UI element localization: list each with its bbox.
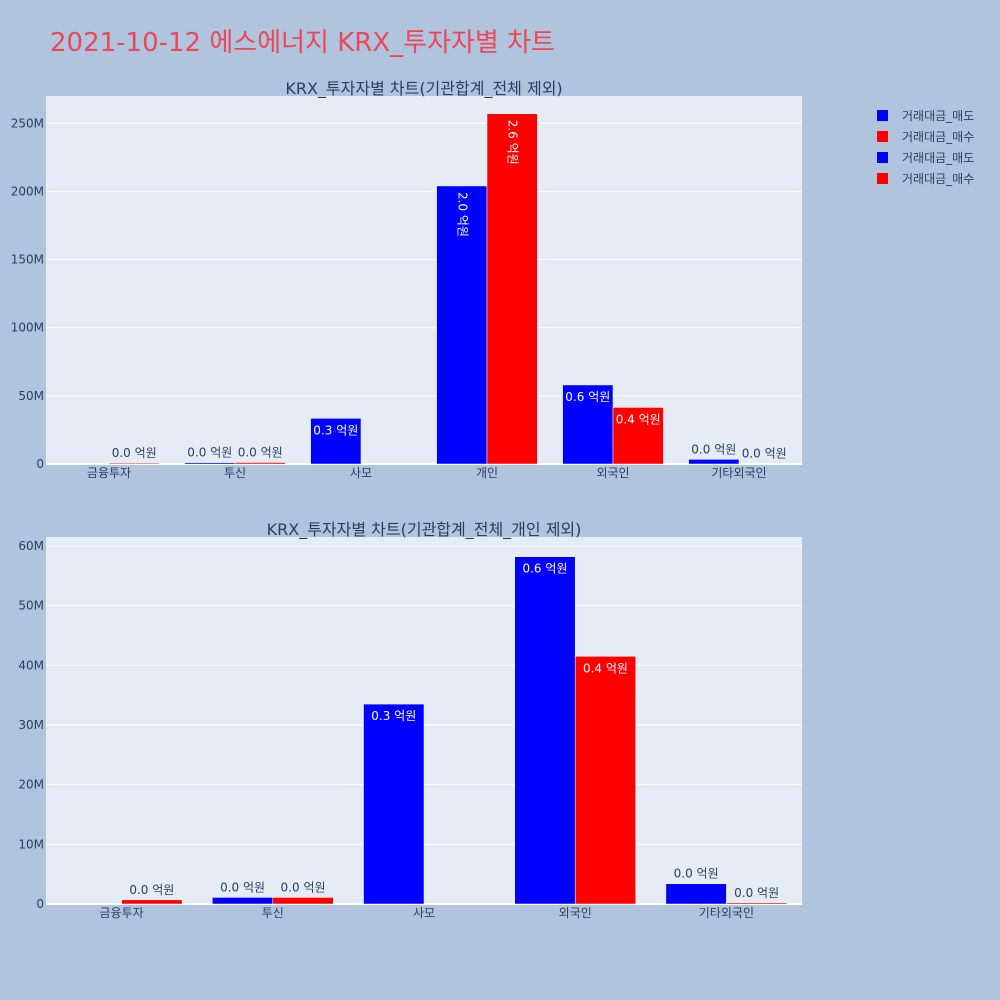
legend-swatch[interactable]	[877, 110, 888, 121]
x-tick-label: 사모	[413, 906, 435, 920]
bar[interactable]	[726, 902, 788, 905]
legend-label[interactable]: 거래대금_매도	[902, 151, 974, 165]
x-tick-label: 투신	[262, 906, 284, 920]
bar[interactable]	[665, 883, 727, 905]
bar[interactable]	[310, 418, 362, 465]
chart-title: KRX_투자자별 차트(기관합계_전체 제외)	[285, 79, 562, 99]
bar[interactable]	[108, 462, 160, 465]
chart-title: KRX_투자자별 차트(기관합계_전체_개인 제외)	[267, 520, 582, 540]
data-label: 0.0 억원	[281, 880, 326, 894]
data-label: 0.3 억원	[313, 423, 358, 437]
legend-label[interactable]: 거래대금_매수	[902, 130, 974, 144]
y-tick-label: 0	[36, 897, 44, 911]
legend-swatch[interactable]	[877, 131, 888, 142]
bar[interactable]	[121, 899, 183, 905]
data-label: 0.0 억원	[674, 867, 719, 881]
y-tick-label: 250M	[11, 116, 44, 130]
x-tick-label: 외국인	[596, 466, 629, 480]
bar[interactable]	[562, 384, 614, 465]
bar[interactable]	[272, 897, 334, 905]
legend-swatch[interactable]	[877, 152, 888, 163]
data-label: 0.6 억원	[522, 562, 567, 576]
chart-bottom: 0 10M 20M 30M 40M 50M 60M KRX_투자자별 차트(기관합계_전체_개…	[18, 520, 802, 920]
data-label: 2.6 억원	[506, 120, 520, 165]
x-tick-label: 외국인	[559, 906, 592, 920]
data-label: 0.0 억원	[129, 883, 174, 897]
y-tick-label: 50M	[18, 599, 44, 613]
y-tick-label: 30M	[18, 718, 44, 732]
data-label: 0.0 억원	[734, 886, 779, 900]
x-tick-label: 금융투자	[87, 466, 131, 480]
data-label: 2.0 억원	[455, 192, 469, 237]
data-label: 0.3 억원	[371, 709, 416, 723]
page-title: 2021-10-12 에스에너지 KRX_투자자별 차트	[50, 28, 555, 58]
bar[interactable]	[574, 656, 636, 905]
data-label: 0.0 억원	[187, 446, 232, 460]
plot-area	[46, 96, 802, 464]
x-tick-label: 기타외국인	[699, 906, 754, 920]
y-tick-label: 100M	[11, 321, 44, 335]
bar[interactable]	[363, 703, 425, 905]
bar[interactable]	[212, 897, 274, 905]
bar[interactable]	[436, 185, 488, 465]
bar[interactable]	[688, 459, 740, 465]
legend-label[interactable]: 거래대금_매수	[902, 172, 974, 186]
legend-label[interactable]: 거래대금_매도	[902, 109, 974, 123]
bar[interactable]	[486, 113, 538, 465]
y-tick-label: 40M	[18, 658, 44, 672]
x-tick-label: 투신	[224, 466, 246, 480]
x-tick-label: 개인	[476, 466, 498, 480]
y-tick-label: 20M	[18, 778, 44, 792]
data-label: 0.4 억원	[583, 661, 628, 675]
y-tick-label: 60M	[18, 539, 44, 553]
bar[interactable]	[514, 556, 576, 905]
y-tick-label: 10M	[18, 837, 44, 851]
data-label: 0.0 억원	[220, 880, 265, 894]
x-tick-label: 금융투자	[100, 906, 144, 920]
data-label: 0.4 억원	[616, 412, 661, 426]
bar[interactable]	[234, 462, 286, 465]
bar[interactable]	[612, 407, 664, 465]
y-tick-label: 150M	[11, 253, 44, 267]
data-label: 0.0 억원	[691, 442, 736, 456]
x-tick-label: 사모	[350, 466, 372, 480]
data-label: 0.0 억원	[112, 446, 157, 460]
data-label: 0.6 억원	[565, 390, 610, 404]
data-label: 0.0 억원	[238, 446, 283, 460]
y-tick-label: 50M	[18, 389, 44, 403]
y-tick-label: 200M	[11, 184, 44, 198]
y-tick-label: 0	[36, 457, 44, 471]
data-label: 0.0 억원	[742, 447, 787, 461]
chart-top: 0 50M 100M 150M 200M 250M KRX_투자자별 차트(기관합계_전체 …	[11, 79, 802, 480]
x-tick-label: 기타외국인	[711, 466, 766, 480]
bar[interactable]	[184, 462, 236, 465]
legend-swatch[interactable]	[877, 173, 888, 184]
